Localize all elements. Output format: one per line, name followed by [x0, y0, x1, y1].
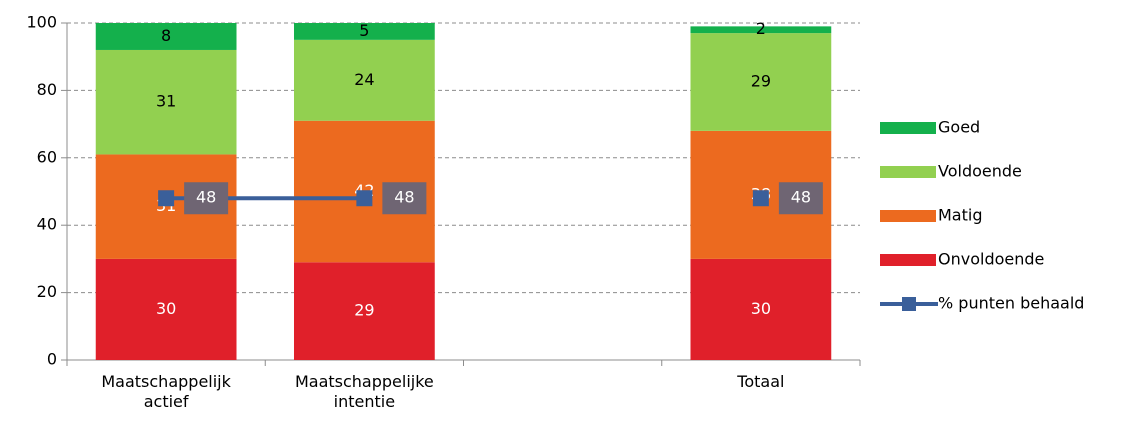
- line-marker: [356, 190, 373, 207]
- legend-swatch: [880, 166, 936, 178]
- x-tick-label: Totaal: [736, 372, 784, 391]
- legend-label: % punten behaald: [938, 294, 1084, 313]
- line-label: 48: [394, 188, 414, 207]
- y-tick-label: 0: [47, 350, 57, 369]
- legend-label: Voldoende: [938, 162, 1022, 181]
- line-label: 48: [196, 188, 216, 207]
- bar-segment: [690, 258, 832, 360]
- legend-label: Matig: [938, 206, 982, 225]
- legend-label: Onvoldoende: [938, 250, 1044, 269]
- bar-label: 29: [354, 301, 374, 320]
- bar-segment: [95, 49, 237, 155]
- bar-label: 31: [156, 92, 176, 111]
- line-label-box: [184, 182, 229, 215]
- legend-swatch: [880, 122, 936, 134]
- bar-segment: [293, 39, 435, 121]
- bar-segment: [690, 26, 832, 34]
- x-tick-label-line: intentie: [334, 392, 395, 411]
- bar-label: 29: [751, 71, 771, 90]
- legend-swatch: [880, 210, 936, 222]
- line-label-box: [382, 182, 427, 215]
- x-tick-label-line: Totaal: [736, 372, 784, 391]
- bar-segment: [95, 23, 237, 50]
- bar-segment: [293, 262, 435, 360]
- y-tick-label: 20: [37, 282, 57, 301]
- x-tick-label: Maatschappelijk actief: [101, 372, 231, 411]
- y-tick-label: 40: [37, 215, 57, 234]
- line-label: 48: [791, 188, 811, 207]
- line-marker: [158, 190, 175, 207]
- bar-label: 8: [161, 26, 171, 45]
- x-tick-label: Maatschappelijke intentie: [295, 372, 434, 411]
- legend-label: Goed: [938, 118, 980, 137]
- y-tick-label: 60: [37, 147, 57, 166]
- bar-segment: [95, 258, 237, 360]
- line-label-box: [778, 182, 823, 215]
- bar-segment: [690, 33, 832, 131]
- bar-label: 30: [751, 299, 771, 318]
- y-tick-label: 100: [26, 13, 57, 32]
- y-tick-label: 80: [37, 80, 57, 99]
- legend-swatch: [880, 254, 936, 266]
- bar-label: 30: [156, 299, 176, 318]
- x-tick-label-line: Maatschappelijk: [101, 372, 231, 391]
- x-tick-label-line: Maatschappelijke: [295, 372, 434, 391]
- bar-label: 2: [756, 19, 766, 38]
- line-marker: [752, 190, 769, 207]
- bar-segment: [293, 23, 435, 40]
- bar-label: 24: [354, 70, 374, 89]
- bar-label: 5: [359, 21, 369, 40]
- x-tick-label-line: actief: [144, 392, 189, 411]
- legend-marker: [902, 297, 916, 311]
